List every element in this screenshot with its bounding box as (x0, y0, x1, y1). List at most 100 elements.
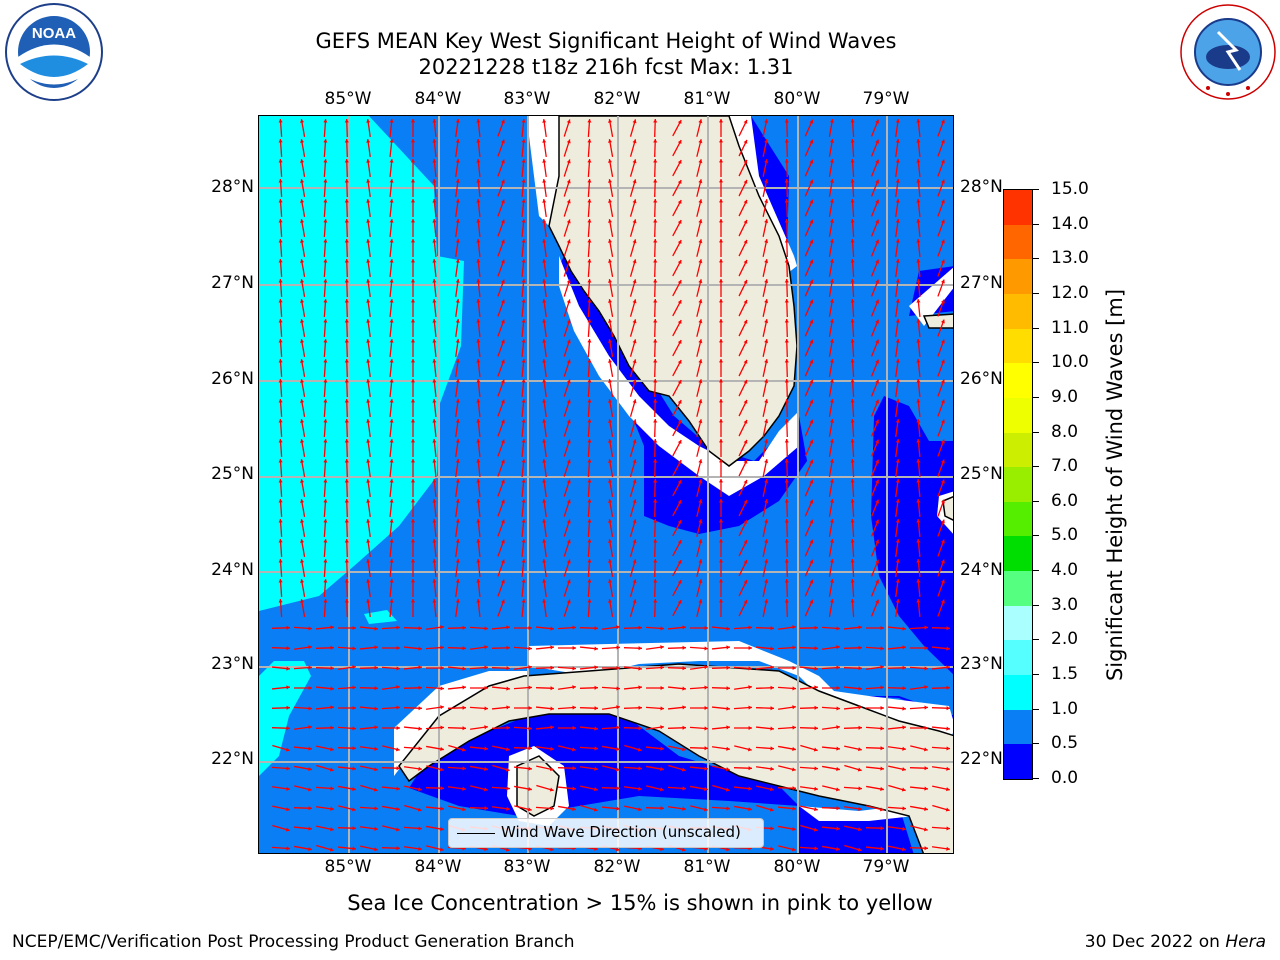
lat-label-right: 25°N (960, 464, 1003, 484)
wave-direction-arrowhead (875, 299, 879, 304)
wave-direction-arrowhead (300, 279, 305, 283)
wave-direction-arrowhead (747, 747, 752, 752)
wave-direction-arrowhead (432, 159, 437, 163)
wave-direction-arrowhead (550, 686, 554, 691)
wave-direction-arrowhead (286, 846, 290, 851)
wave-direction-arrowhead (455, 239, 460, 243)
wave-direction-arrowhead (784, 299, 789, 303)
wave-direction-arrowhead (764, 119, 769, 123)
wave-direction-arrowhead (850, 339, 855, 343)
wave-direction-arrowhead (308, 826, 312, 831)
wave-direction-arrowhead (682, 705, 686, 710)
wave-direction-arrowhead (594, 665, 598, 670)
wave-direction-arrowhead (718, 519, 724, 523)
wave-direction-arrowhead (615, 767, 620, 772)
wave-direction-arrowhead (698, 399, 703, 404)
wave-direction-arrowhead (698, 179, 703, 184)
wave-direction-arrowhead (880, 846, 884, 851)
wave-direction-arrowhead (743, 599, 748, 604)
wave-direction-arrowhead (704, 766, 708, 771)
wave-direction-arrowhead (850, 319, 855, 323)
wave-direction-arrowhead (726, 847, 730, 852)
colorbar-segment (1004, 363, 1032, 398)
wave-direction-arrowhead (323, 419, 328, 423)
colorbar-tick-mark (1033, 362, 1039, 364)
wave-direction-arrowhead (916, 399, 921, 403)
wave-direction-arrowhead (677, 340, 682, 345)
wave-direction-arrowhead (829, 599, 834, 603)
wave-direction-arrowhead (924, 705, 928, 710)
wave-direction-arrowhead (542, 279, 547, 283)
wave-direction-arrowhead (418, 646, 422, 651)
wave-direction-arrowhead (682, 645, 686, 650)
wave-direction-arrowhead (528, 685, 532, 690)
wave-direction-arrowhead (764, 259, 769, 263)
wave-direction-arrowhead (300, 459, 305, 463)
wave-direction-arrowhead (587, 459, 592, 463)
wave-direction-arrowhead (814, 625, 818, 630)
wave-direction-arrowhead (542, 399, 547, 403)
wave-direction-arrowhead (784, 459, 789, 463)
wave-direction-arrowhead (521, 379, 526, 383)
wave-direction-arrowhead (484, 685, 488, 691)
wave-direction-arrowhead (323, 199, 328, 203)
wave-direction-arrowhead (902, 706, 906, 711)
lon-label-top: 80°W (773, 89, 821, 109)
wave-direction-arrowhead (698, 239, 703, 244)
wave-direction-arrowhead (500, 479, 505, 484)
wave-direction-arrowhead (366, 319, 371, 323)
wave-direction-arrowhead (792, 645, 796, 650)
colorbar-title: Significant Height of Wind Waves [m] (1103, 288, 1127, 682)
wave-direction-arrowhead (940, 219, 945, 224)
wave-direction-arrowhead (439, 767, 444, 772)
wave-direction-arrowhead (809, 459, 814, 464)
wave-direction-arrowhead (632, 359, 637, 364)
wave-direction-arrowhead (770, 787, 774, 792)
wave-direction-arrowhead (902, 665, 906, 670)
wave-direction-arrowhead (286, 666, 290, 671)
wave-direction-arrowhead (278, 579, 283, 583)
wave-direction-arrowhead (940, 439, 945, 444)
wave-direction-arrowhead (682, 786, 686, 791)
wave-direction-arrowhead (352, 846, 356, 851)
wave-direction-arrowhead (850, 359, 855, 363)
wave-direction-arrowhead (410, 459, 416, 463)
wave-direction-arrowhead (829, 179, 834, 183)
wave-direction-arrowhead (809, 219, 814, 224)
wave-direction-arrowhead (440, 645, 444, 650)
wave-direction-arrowhead (285, 747, 290, 752)
wave-direction-arrowhead (916, 199, 921, 203)
wave-direction-arrowhead (278, 499, 283, 503)
wave-direction-arrowhead (500, 399, 505, 404)
wave-direction-arrowhead (410, 539, 416, 543)
wave-direction-arrowhead (528, 746, 532, 751)
wave-direction-arrowhead (366, 459, 371, 463)
wave-direction-arrowhead (396, 786, 400, 791)
wave-direction-arrowhead (366, 479, 371, 483)
wave-direction-arrowhead (770, 626, 774, 631)
lat-label-left: 23°N (211, 654, 254, 674)
wave-direction-arrowhead (608, 339, 613, 343)
wave-direction-arrowhead (389, 159, 394, 163)
wave-direction-arrowhead (940, 599, 945, 604)
wave-direction-arrowhead (500, 319, 505, 324)
wave-direction-arrowhead (814, 726, 818, 731)
wave-band-1-0-1-5 (364, 610, 397, 624)
wave-direction-arrowhead (587, 499, 592, 503)
wave-direction-arrowhead (850, 479, 855, 483)
wave-direction-arrowhead (594, 787, 598, 792)
wave-direction-arrowhead (455, 299, 460, 303)
wave-direction-arrowhead (455, 399, 460, 403)
wave-direction-arrowhead (455, 559, 460, 563)
wave-direction-arrowhead (829, 459, 834, 463)
wave-direction-arrowhead (608, 559, 613, 563)
wave-direction-arrowhead (895, 279, 900, 283)
wave-direction-arrowhead (323, 159, 328, 163)
wave-direction-arrowhead (940, 239, 945, 244)
wave-direction-arrowhead (718, 179, 724, 183)
wave-direction-arrowhead (875, 339, 879, 344)
lat-label-left: 28°N (211, 177, 254, 197)
wave-direction-arrowhead (718, 359, 724, 363)
wave-direction-arrowhead (572, 786, 576, 791)
wind-wave-direction-arrows (271, 118, 951, 852)
